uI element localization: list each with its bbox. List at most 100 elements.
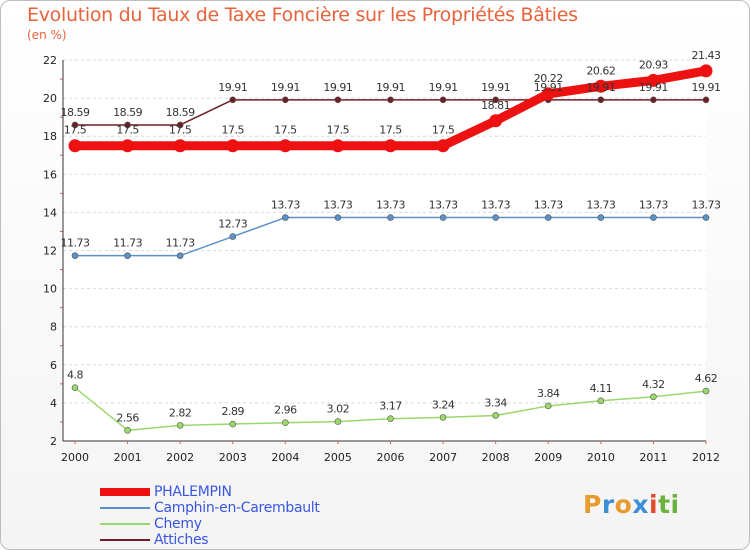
data-label-chemy: 3.17 <box>379 400 402 413</box>
data-label-attiches: 19.91 <box>218 81 247 94</box>
legend-label: Chemy <box>154 516 202 532</box>
data-label-phalempin: 20.93 <box>639 58 668 71</box>
data-label-chemy: 4.62 <box>695 372 718 385</box>
x-tick-label: 2011 <box>639 451 667 464</box>
y-tick-label: 8 <box>50 321 57 334</box>
legend-label: PHALEMPIN <box>154 484 232 500</box>
legend-label: Attiches <box>154 532 209 548</box>
data-point-attiches <box>492 96 499 104</box>
data-label-camphin: 13.73 <box>534 199 563 212</box>
legend-item-attiches: Attiches <box>100 532 320 548</box>
data-label-camphin: 11.73 <box>166 237 195 250</box>
data-point-chemy <box>176 422 184 429</box>
data-label-attiches: 18.59 <box>166 106 195 119</box>
data-label-phalempin: 17.5 <box>222 124 245 137</box>
y-tick-label: 12 <box>43 245 57 258</box>
data-point-chemy <box>650 393 657 401</box>
x-tick-label: 2008 <box>482 451 510 464</box>
data-label-phalempin: 17.5 <box>379 124 402 137</box>
data-point-camphin <box>71 252 79 259</box>
data-point-phalempin <box>646 73 660 87</box>
data-label-attiches: 19.91 <box>586 81 615 94</box>
x-tick-label: 2001 <box>114 451 142 464</box>
data-point-camphin <box>387 214 394 221</box>
legend-item-chemy: Chemy <box>100 516 320 532</box>
x-tick-label: 2002 <box>166 451 194 464</box>
data-label-camphin: 13.73 <box>639 199 668 212</box>
data-label-camphin: 13.73 <box>692 199 721 212</box>
data-point-attiches <box>439 96 447 104</box>
data-point-attiches <box>124 121 131 129</box>
data-label-chemy: 3.84 <box>537 387 560 400</box>
data-label-chemy: 2.56 <box>116 411 139 424</box>
data-label-phalempin: 17.5 <box>274 124 297 137</box>
y-tick-label: 6 <box>50 359 57 372</box>
data-point-phalempin <box>173 139 187 153</box>
data-label-phalempin: 17.5 <box>169 124 192 137</box>
data-label-camphin: 13.73 <box>586 199 615 212</box>
data-point-phalempin <box>331 139 345 153</box>
data-label-chemy: 2.96 <box>274 404 297 417</box>
data-point-chemy <box>71 384 79 391</box>
data-point-chemy <box>229 420 237 428</box>
data-label-chemy: 2.82 <box>169 406 192 419</box>
data-label-chemy: 4.8 <box>67 369 83 382</box>
data-label-attiches: 19.91 <box>534 81 563 94</box>
data-point-attiches <box>650 96 657 104</box>
data-point-attiches <box>229 96 237 104</box>
data-label-camphin: 13.73 <box>376 199 405 212</box>
data-point-phalempin <box>541 87 555 101</box>
chart-title: Evolution du Taux de Taxe Foncière sur l… <box>27 4 578 26</box>
y-axis-unit-label: (en %) <box>27 28 67 42</box>
data-label-chemy: 3.24 <box>432 398 455 411</box>
data-point-camphin <box>124 252 131 259</box>
legend-swatch-camphin <box>100 507 150 509</box>
data-label-phalempin: 20.22 <box>534 72 563 85</box>
data-label-chemy: 3.02 <box>327 403 350 416</box>
data-point-attiches <box>597 96 605 104</box>
data-point-camphin <box>439 214 447 221</box>
x-tick-label: 2004 <box>271 451 299 464</box>
data-point-chemy <box>282 419 289 427</box>
data-label-phalempin: 20.62 <box>586 64 615 77</box>
data-label-camphin: 13.73 <box>429 199 458 212</box>
data-point-camphin <box>229 233 237 240</box>
data-point-phalempin <box>121 139 135 153</box>
data-point-attiches <box>387 96 394 104</box>
y-tick-label: 10 <box>43 283 57 296</box>
data-label-camphin: 13.73 <box>323 199 352 212</box>
x-tick-label: 2006 <box>377 451 405 464</box>
data-label-chemy: 4.11 <box>590 382 613 395</box>
x-tick-label: 2012 <box>692 451 720 464</box>
data-label-camphin: 11.73 <box>113 237 142 250</box>
data-point-phalempin <box>384 139 397 153</box>
y-tick-label: 18 <box>43 130 57 143</box>
y-tick-label: 22 <box>43 54 57 67</box>
x-tick-label: 2000 <box>61 451 89 464</box>
data-point-chemy <box>492 412 499 419</box>
data-label-chemy: 3.34 <box>484 396 507 409</box>
data-point-chemy <box>387 415 394 423</box>
legend-swatch-attiches <box>100 539 150 541</box>
data-label-camphin: 11.73 <box>61 237 90 250</box>
legend-label: Camphin-en-Carembault <box>154 500 320 516</box>
data-point-phalempin <box>489 114 503 128</box>
data-point-phalempin <box>699 64 713 78</box>
x-tick-label: 2003 <box>219 451 247 464</box>
x-tick-label: 2010 <box>587 451 615 464</box>
x-tick-label: 2009 <box>534 451 562 464</box>
x-tick-label: 2007 <box>429 451 457 464</box>
data-point-chemy <box>124 427 131 434</box>
data-label-camphin: 13.73 <box>481 199 510 212</box>
data-point-chemy <box>439 414 447 421</box>
data-label-phalempin: 21.43 <box>692 49 721 62</box>
data-point-attiches <box>702 96 710 104</box>
y-tick-label: 16 <box>43 168 57 181</box>
y-tick-label: 4 <box>50 397 57 410</box>
data-label-attiches: 19.91 <box>639 81 668 94</box>
data-point-phalempin <box>68 139 82 153</box>
data-label-attiches: 19.91 <box>376 81 405 94</box>
data-point-attiches <box>176 121 184 129</box>
data-label-chemy: 4.32 <box>642 378 665 391</box>
data-point-camphin <box>176 252 184 259</box>
